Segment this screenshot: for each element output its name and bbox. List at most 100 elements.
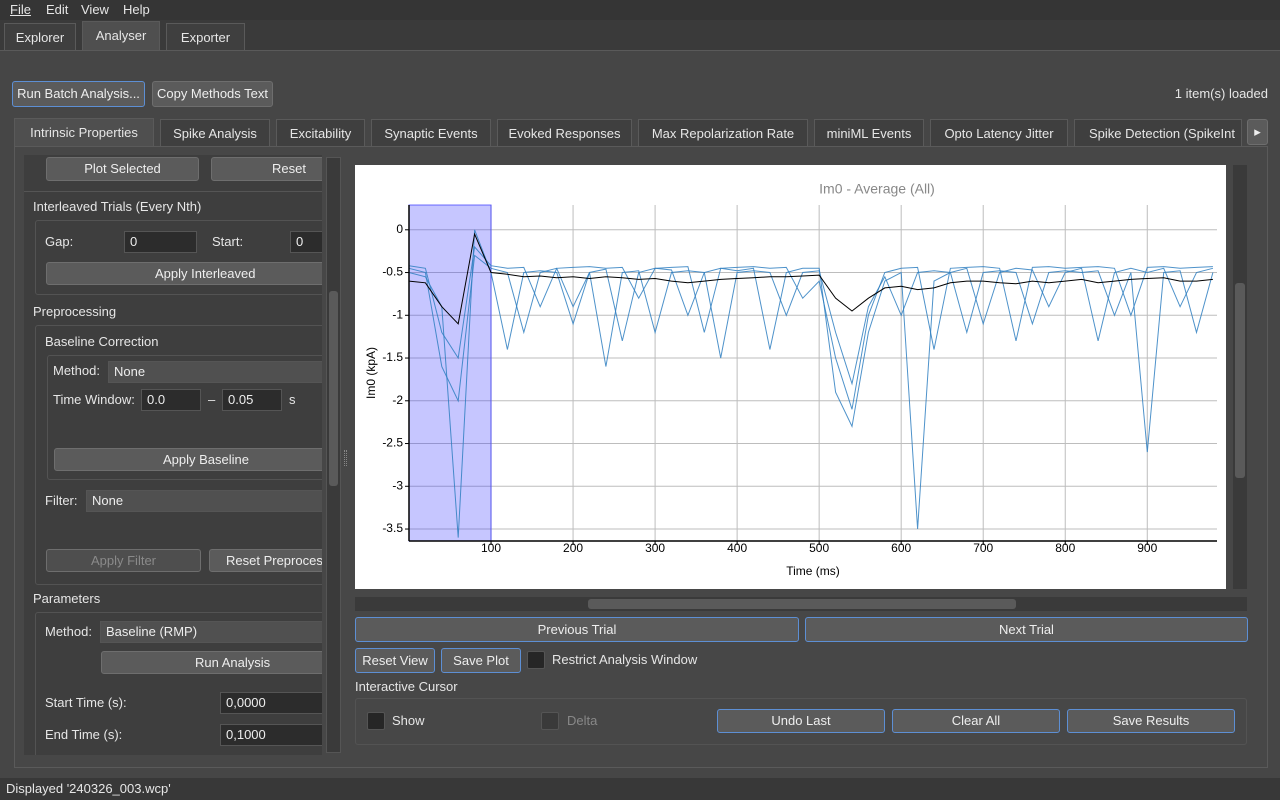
y-tick-label: -0.5 <box>382 265 403 279</box>
field-label: Method: <box>53 363 100 378</box>
main-tab[interactable]: Exporter <box>166 23 245 50</box>
menu-item[interactable]: Help <box>123 2 150 17</box>
field-label: Time Window: <box>53 392 135 407</box>
field-label: Start Time (s): <box>45 695 127 710</box>
checkbox-label: Show <box>392 713 425 728</box>
section-title: Interactive Cursor <box>355 679 458 694</box>
trace <box>408 232 1213 325</box>
field-label: Method: <box>45 624 92 639</box>
scrollbar[interactable] <box>326 157 341 753</box>
save-results-button[interactable]: Save Results <box>1067 709 1235 733</box>
separator-text: – <box>208 392 216 407</box>
y-tick-label: -3 <box>392 478 403 492</box>
x-tick-label: 200 <box>563 541 583 555</box>
run-batch-button[interactable]: Run Batch Analysis... <box>12 81 145 107</box>
main-tab[interactable]: Explorer <box>4 23 76 50</box>
chart-title: Im0 - Average (All) <box>819 181 935 197</box>
checkbox-label: Delta <box>567 713 598 728</box>
filter-combo[interactable]: None <box>86 490 322 512</box>
status-text: Displayed '240326_003.wcp' <box>6 781 171 796</box>
copy-methods-button[interactable]: Copy Methods Text <box>152 81 273 107</box>
reset-view-button[interactable]: Reset View <box>355 648 435 673</box>
x-tick-label: 900 <box>1137 541 1157 555</box>
reset-preprocess-button[interactable]: Reset Preproces <box>209 549 322 572</box>
gap-spinbox[interactable]: 0 <box>124 231 197 253</box>
analysis-tab[interactable]: miniML Events <box>814 119 924 147</box>
start-time-input[interactable]: 0,0000 <box>220 692 322 714</box>
group-box <box>355 698 1247 745</box>
group-box <box>35 325 322 585</box>
start-spinbox[interactable]: 0 <box>290 231 322 253</box>
group-box <box>35 612 322 755</box>
scroll-thumb[interactable] <box>329 291 338 486</box>
analysis-tab[interactable]: Evoked Responses <box>497 119 632 147</box>
section-title: Baseline Correction <box>45 334 159 349</box>
x-tick-label: 800 <box>1055 541 1075 555</box>
end-time-input[interactable]: 0,1000 <box>220 724 322 746</box>
vertical-scrollbar[interactable] <box>1233 165 1247 589</box>
y-axis-label: Im0 (kpA) <box>364 347 378 399</box>
section-title: Parameters <box>33 591 101 606</box>
y-tick-label: -2 <box>392 393 403 407</box>
analysis-tab[interactable]: Max Repolarization Rate <box>638 119 808 147</box>
horizontal-scrollbar[interactable] <box>355 597 1247 611</box>
plot: Im0 - Average (All) Time (ms) Im0 (kpA) … <box>355 165 1226 589</box>
analysis-tab[interactable]: Intrinsic Properties <box>14 118 154 146</box>
x-tick-label: 300 <box>645 541 665 555</box>
items-loaded: 1 item(s) loaded <box>1174 86 1268 101</box>
analysis-tab[interactable]: Synaptic Events <box>371 119 491 147</box>
menu-item[interactable]: File <box>10 2 31 17</box>
analysis-tab[interactable]: Excitability <box>276 119 365 147</box>
save-plot-button[interactable]: Save Plot <box>441 648 521 673</box>
y-tick-label: -1.5 <box>382 350 403 364</box>
method-combo[interactable]: None <box>108 361 322 383</box>
field-label: End Time (s): <box>45 727 123 742</box>
group-box <box>47 355 322 480</box>
analysis-tab[interactable]: Opto Latency Jitter <box>930 119 1068 147</box>
y-tick-label: -2.5 <box>382 436 403 450</box>
trace <box>408 245 1213 410</box>
main-tab[interactable]: Analyser <box>82 21 160 50</box>
field-label: Gap: <box>45 234 74 249</box>
y-tick-label: 0 <box>396 222 403 236</box>
time-window-start[interactable]: 0.0 <box>141 389 201 411</box>
scroll-thumb[interactable] <box>1235 283 1245 478</box>
checkbox[interactable] <box>527 651 545 669</box>
menu-item[interactable]: Edit <box>46 2 69 17</box>
previous-trial-button[interactable]: Previous Trial <box>355 617 799 642</box>
checkbox <box>541 712 559 730</box>
clear-button[interactable]: Clear All <box>892 709 1060 733</box>
plot-selected-button[interactable]: Plot Selected <box>46 157 199 181</box>
checkbox[interactable] <box>367 712 385 730</box>
apply-baseline-button[interactable]: Apply Baseline <box>54 448 322 471</box>
next-trial-button[interactable]: Next Trial <box>805 617 1248 642</box>
y-tick-label: -1 <box>392 307 403 321</box>
x-tick-label: 500 <box>809 541 829 555</box>
y-tick-label: -3.5 <box>382 521 403 535</box>
time-window-end[interactable]: 0.05 <box>222 389 282 411</box>
analysis-tab[interactable]: Spike Detection (SpikeInt <box>1074 119 1242 147</box>
undo-button[interactable]: Undo Last <box>717 709 885 733</box>
x-tick-label: 700 <box>973 541 993 555</box>
checkbox-label: Restrict Analysis Window <box>552 652 698 667</box>
x-tick-label: 100 <box>481 541 501 555</box>
menu-item[interactable]: View <box>81 2 109 17</box>
splitter-handle[interactable] <box>344 450 347 466</box>
analysis-region <box>408 204 492 542</box>
separator <box>24 191 322 192</box>
unit-label: s <box>289 392 296 407</box>
status-bar: Displayed '240326_003.wcp' <box>0 778 1280 800</box>
tab-scroll-arrow[interactable]: ▸ <box>1247 119 1268 145</box>
parameter-method-combo[interactable]: Baseline (RMP) <box>100 621 322 643</box>
scroll-thumb[interactable] <box>588 599 1016 609</box>
group-box <box>35 220 322 295</box>
field-label: Start: <box>212 234 244 249</box>
x-tick-label: 600 <box>891 541 911 555</box>
plot-background <box>355 165 1226 589</box>
run-analysis-button[interactable]: Run Analysis <box>101 651 322 674</box>
section-title: Preprocessing <box>33 304 117 319</box>
reset-button[interactable]: Reset <box>211 157 322 181</box>
analysis-tab[interactable]: Spike Analysis <box>160 119 270 147</box>
apply-interleaved-button[interactable]: Apply Interleaved <box>46 262 322 285</box>
